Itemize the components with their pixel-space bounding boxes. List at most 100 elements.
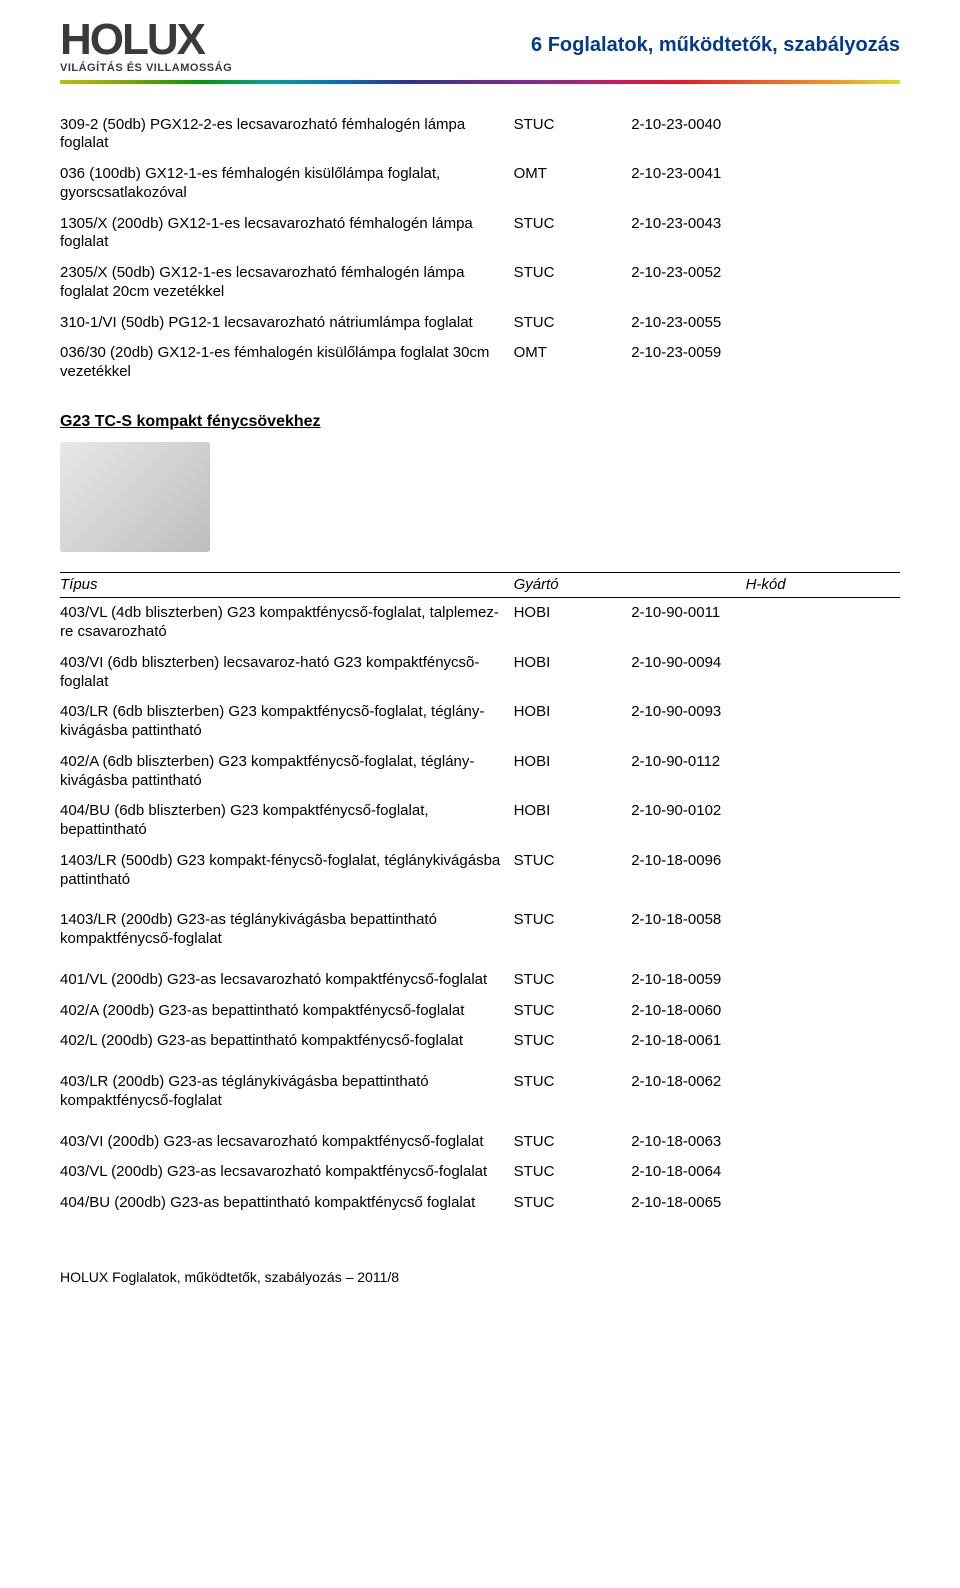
product-code: 2-10-18-0058 — [631, 905, 900, 955]
product-brand: STUC — [514, 905, 632, 955]
table-row: 309-2 (50db) PGX12-2-es lecsavarozható f… — [60, 110, 900, 160]
table-row: 403/LR (200db) G23-as téglánykivágásba b… — [60, 1067, 900, 1117]
table-row: 1403/LR (200db) G23-as téglánykivágásba … — [60, 905, 900, 955]
product-description: 401/VL (200db) G23-as lecsavarozható kom… — [60, 965, 514, 996]
header-category-title: 6 Foglalatok, működtetők, szabályozás — [531, 20, 900, 57]
product-image-placeholder — [60, 442, 210, 552]
section-heading-g23: G23 TC-S kompakt fénycsövekhez — [60, 412, 900, 432]
table-row: 1403/LR (500db) G23 kompakt-fénycsõ-fogl… — [60, 846, 900, 896]
table-row: 310-1/VI (50db) PG12-1 lecsavarozható ná… — [60, 308, 900, 339]
spacer-row — [60, 895, 900, 905]
product-description: 403/LR (6db bliszterben) G23 kompaktfény… — [60, 697, 514, 747]
product-description: 404/BU (200db) G23-as bepattintható komp… — [60, 1188, 514, 1219]
product-brand: HOBI — [514, 598, 632, 648]
table-row: 404/BU (6db bliszterben) G23 kompaktfény… — [60, 796, 900, 846]
product-table-1: 309-2 (50db) PGX12-2-es lecsavarozható f… — [60, 110, 900, 388]
table-row: 402/L (200db) G23-as bepattintható kompa… — [60, 1026, 900, 1057]
product-code: 2-10-23-0041 — [631, 159, 900, 209]
product-code: 2-10-18-0062 — [631, 1067, 900, 1117]
product-description: 403/VI (6db bliszterben) lecsavaroz-ható… — [60, 648, 514, 698]
spacer-row — [60, 1057, 900, 1067]
product-table-2: Típus Gyártó H-kód 403/VL (4db bliszterb… — [60, 572, 900, 1219]
product-code: 2-10-23-0040 — [631, 110, 900, 160]
product-description: 404/BU (6db bliszterben) G23 kompaktfény… — [60, 796, 514, 846]
table-row: 1305/X (200db) GX12-1-es lecsavarozható … — [60, 209, 900, 259]
table-row: 036/30 (20db) GX12-1-es fémhalogén kisül… — [60, 338, 900, 388]
product-description: 403/VI (200db) G23-as lecsavarozható kom… — [60, 1127, 514, 1158]
product-code: 2-10-18-0064 — [631, 1157, 900, 1188]
table-row: 402/A (200db) G23-as bepattintható kompa… — [60, 996, 900, 1027]
product-brand: HOBI — [514, 747, 632, 797]
product-code: 2-10-18-0059 — [631, 965, 900, 996]
product-code: 2-10-23-0043 — [631, 209, 900, 259]
header-brand: Gyártó — [514, 572, 632, 598]
logo-block: HOLUX VILÁGÍTÁS ÉS VILLAMOSSÁG — [60, 20, 232, 74]
table-row: 2305/X (50db) GX12-1-es lecsavarozható f… — [60, 258, 900, 308]
product-code: 2-10-18-0060 — [631, 996, 900, 1027]
page-footer: HOLUX Foglalatok, működtetők, szabályozá… — [0, 1239, 960, 1305]
logo-main: HOLUX — [60, 20, 232, 60]
table-row: 404/BU (200db) G23-as bepattintható komp… — [60, 1188, 900, 1219]
product-code: 2-10-18-0061 — [631, 1026, 900, 1057]
product-brand: STUC — [514, 996, 632, 1027]
product-description: 403/VL (200db) G23-as lecsavarozható kom… — [60, 1157, 514, 1188]
table-row: 403/VL (200db) G23-as lecsavarozható kom… — [60, 1157, 900, 1188]
product-code: 2-10-90-0093 — [631, 697, 900, 747]
header-type: Típus — [60, 572, 514, 598]
product-brand: HOBI — [514, 648, 632, 698]
product-description: 036 (100db) GX12-1-es fémhalogén kisülől… — [60, 159, 514, 209]
product-code: 2-10-90-0102 — [631, 796, 900, 846]
product-description: 402/A (6db bliszterben) G23 kompaktfényc… — [60, 747, 514, 797]
product-brand: STUC — [514, 846, 632, 896]
product-code: 2-10-90-0011 — [631, 598, 900, 648]
product-description: 2305/X (50db) GX12-1-es lecsavarozható f… — [60, 258, 514, 308]
product-code: 2-10-18-0096 — [631, 846, 900, 896]
rainbow-divider — [60, 80, 900, 84]
table-row: 401/VL (200db) G23-as lecsavarozható kom… — [60, 965, 900, 996]
table-row: 403/VI (6db bliszterben) lecsavaroz-ható… — [60, 648, 900, 698]
table-row: 403/LR (6db bliszterben) G23 kompaktfény… — [60, 697, 900, 747]
body-content: 309-2 (50db) PGX12-2-es lecsavarozható f… — [0, 100, 960, 1239]
product-brand: OMT — [514, 338, 632, 388]
product-brand: STUC — [514, 209, 632, 259]
product-brand: STUC — [514, 965, 632, 996]
product-description: 309-2 (50db) PGX12-2-es lecsavarozható f… — [60, 110, 514, 160]
product-description: 036/30 (20db) GX12-1-es fémhalogén kisül… — [60, 338, 514, 388]
product-code: 2-10-23-0052 — [631, 258, 900, 308]
product-brand: STUC — [514, 258, 632, 308]
product-brand: STUC — [514, 1188, 632, 1219]
product-description: 310-1/VI (50db) PG12-1 lecsavarozható ná… — [60, 308, 514, 339]
product-code: 2-10-90-0112 — [631, 747, 900, 797]
table-header-row: Típus Gyártó H-kód — [60, 572, 900, 598]
product-description: 402/L (200db) G23-as bepattintható kompa… — [60, 1026, 514, 1057]
product-brand: HOBI — [514, 697, 632, 747]
product-code: 2-10-18-0063 — [631, 1127, 900, 1158]
product-code: 2-10-18-0065 — [631, 1188, 900, 1219]
logo-subtitle: VILÁGÍTÁS ÉS VILLAMOSSÁG — [60, 62, 232, 74]
spacer-row — [60, 955, 900, 965]
product-brand: STUC — [514, 110, 632, 160]
spacer-row — [60, 1117, 900, 1127]
product-description: 403/LR (200db) G23-as téglánykivágásba b… — [60, 1067, 514, 1117]
product-brand: STUC — [514, 308, 632, 339]
product-description: 1403/LR (200db) G23-as téglánykivágásba … — [60, 905, 514, 955]
product-brand: OMT — [514, 159, 632, 209]
product-brand: STUC — [514, 1127, 632, 1158]
product-brand: STUC — [514, 1157, 632, 1188]
table-row: 036 (100db) GX12-1-es fémhalogén kisülől… — [60, 159, 900, 209]
product-brand: HOBI — [514, 796, 632, 846]
product-code: 2-10-90-0094 — [631, 648, 900, 698]
product-brand: STUC — [514, 1026, 632, 1057]
product-description: 1305/X (200db) GX12-1-es lecsavarozható … — [60, 209, 514, 259]
table-row: 403/VL (4db bliszterben) G23 kompaktfény… — [60, 598, 900, 648]
product-description: 1403/LR (500db) G23 kompakt-fénycsõ-fogl… — [60, 846, 514, 896]
table-row: 402/A (6db bliszterben) G23 kompaktfényc… — [60, 747, 900, 797]
product-brand: STUC — [514, 1067, 632, 1117]
table-row: 403/VI (200db) G23-as lecsavarozható kom… — [60, 1127, 900, 1158]
header-code: H-kód — [631, 572, 900, 598]
product-description: 402/A (200db) G23-as bepattintható kompa… — [60, 996, 514, 1027]
page-header: HOLUX VILÁGÍTÁS ÉS VILLAMOSSÁG 6 Foglala… — [0, 0, 960, 80]
product-code: 2-10-23-0059 — [631, 338, 900, 388]
product-code: 2-10-23-0055 — [631, 308, 900, 339]
product-description: 403/VL (4db bliszterben) G23 kompaktfény… — [60, 598, 514, 648]
